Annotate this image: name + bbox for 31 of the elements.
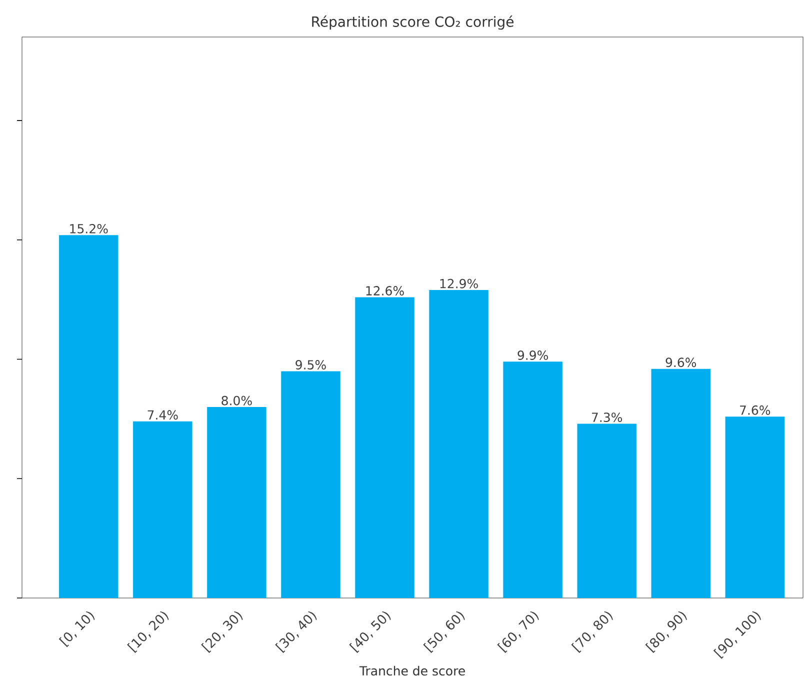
data-label: 8.0% xyxy=(222,396,252,406)
x-tick-label: [20, 30) xyxy=(201,611,243,653)
x-tick-label: [40, 50) xyxy=(349,611,391,653)
bar xyxy=(651,368,710,598)
x-tick-label: [10, 20) xyxy=(127,611,169,653)
data-label: 7.4% xyxy=(148,410,178,420)
data-label: 7.3% xyxy=(592,412,622,422)
x-tick-label: [70, 80) xyxy=(571,611,613,653)
bar xyxy=(59,235,118,598)
bar xyxy=(207,407,266,598)
chart-title: Répartition score CO₂ corrigé xyxy=(312,16,514,30)
x-tick-label: [30, 40) xyxy=(275,611,317,653)
data-label: 12.6% xyxy=(366,286,404,296)
x-tick-label: [60, 70) xyxy=(497,611,539,653)
bar xyxy=(503,362,562,598)
bar xyxy=(429,290,488,598)
data-label: 9.9% xyxy=(518,350,548,360)
x-tick-label: [50, 60) xyxy=(423,611,465,653)
bar xyxy=(355,297,414,598)
bar xyxy=(577,424,636,598)
bar xyxy=(281,371,340,598)
data-label: 7.6% xyxy=(740,405,770,415)
x-tick-label: [0, 10) xyxy=(58,611,95,648)
data-label: 9.5% xyxy=(296,360,326,370)
x-axis-title: Tranche de score xyxy=(359,666,465,676)
bar xyxy=(133,421,192,598)
bar xyxy=(725,416,784,598)
data-label: 15.2% xyxy=(70,224,108,234)
data-label: 12.9% xyxy=(440,278,478,288)
data-label: 9.6% xyxy=(666,358,696,368)
x-tick-label: [80, 90) xyxy=(645,611,687,653)
